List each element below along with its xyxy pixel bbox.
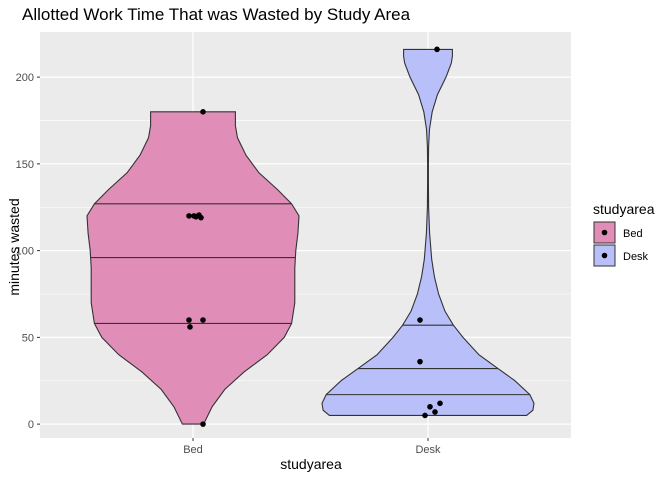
data-point	[193, 213, 199, 220]
data-point	[417, 317, 423, 323]
data-point	[437, 400, 443, 407]
data-point	[186, 213, 192, 219]
data-point	[427, 403, 433, 410]
legend: studyarea Bed Desk	[593, 201, 655, 267]
legend-point	[601, 252, 608, 259]
y-tick-label: 100	[16, 246, 34, 258]
x-tick-label: Desk	[415, 444, 441, 456]
y-axis-title: minutes wasted	[6, 198, 22, 295]
chart-title: Allotted Work Time That was Wasted by St…	[22, 5, 411, 24]
data-point	[200, 421, 206, 427]
legend-title: studyarea	[593, 201, 655, 217]
data-point	[434, 46, 440, 53]
legend-label-bed: Bed	[623, 228, 643, 240]
violins	[86, 48, 535, 425]
violin-bed	[86, 111, 300, 425]
x-tick-label: Bed	[183, 444, 203, 456]
legend-point	[601, 229, 608, 236]
violin-desk	[321, 48, 535, 416]
x-axis-title: studyarea	[280, 456, 342, 472]
data-point	[417, 358, 423, 365]
x-axis: Bed Desk	[183, 438, 441, 456]
y-tick-label: 50	[22, 332, 34, 344]
y-tick-label: 200	[16, 72, 34, 84]
data-point	[200, 317, 206, 323]
data-point	[198, 214, 204, 221]
legend-label-desk: Desk	[623, 251, 649, 263]
y-axis: 0 50 100 150 200	[16, 72, 40, 431]
data-point	[200, 109, 206, 115]
y-tick-label: 0	[28, 419, 34, 431]
data-points	[186, 46, 443, 427]
data-point	[186, 317, 192, 323]
data-point	[422, 412, 428, 419]
data-point	[432, 409, 438, 415]
y-tick-label: 150	[16, 159, 34, 171]
data-point	[187, 324, 193, 330]
